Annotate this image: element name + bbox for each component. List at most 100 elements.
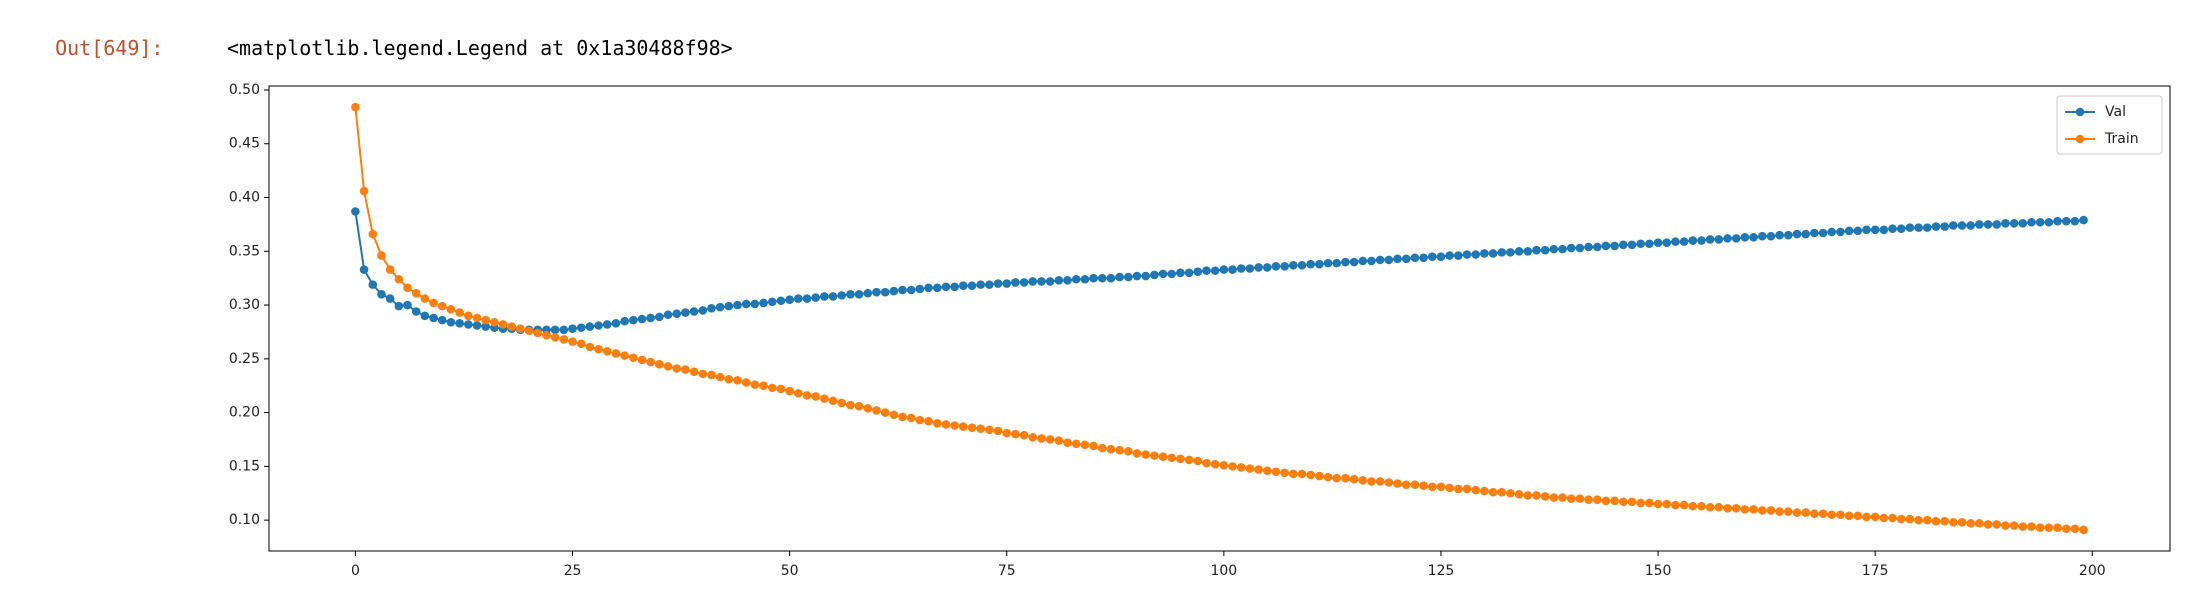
point	[2018, 219, 2028, 228]
point	[1410, 480, 1420, 489]
point	[472, 321, 482, 330]
point	[359, 186, 369, 196]
point	[1106, 273, 1116, 283]
point	[1575, 243, 1585, 253]
point	[550, 325, 560, 335]
point	[464, 320, 473, 329]
point	[1810, 509, 1819, 518]
point	[394, 301, 404, 311]
point	[837, 291, 847, 300]
point	[646, 357, 655, 367]
point	[959, 422, 968, 431]
point	[403, 300, 412, 310]
point	[559, 335, 569, 344]
point	[1540, 492, 1550, 501]
point	[411, 288, 421, 298]
point	[1853, 511, 1863, 521]
point	[1836, 510, 1845, 520]
point	[1836, 227, 1845, 237]
point	[828, 292, 838, 301]
point	[1705, 502, 1715, 512]
y-tick-label: 0.35	[229, 243, 260, 259]
point	[1306, 259, 1315, 269]
point	[1419, 253, 1428, 263]
point	[681, 308, 690, 317]
point	[1645, 239, 1654, 249]
point	[1940, 222, 1949, 231]
point	[1367, 256, 1376, 266]
point	[1219, 265, 1229, 274]
point	[1436, 252, 1446, 261]
point	[759, 298, 768, 308]
point	[1341, 257, 1350, 267]
point	[863, 403, 873, 413]
point	[1714, 502, 1724, 512]
point	[1358, 476, 1368, 485]
output-text: <matplotlib.legend.Legend at 0x1a30488f9…	[227, 36, 733, 60]
point	[1480, 486, 1489, 496]
point	[898, 412, 907, 422]
point	[1940, 516, 1949, 526]
point	[1949, 517, 1958, 527]
point	[941, 420, 951, 429]
point	[1766, 506, 1776, 515]
point	[1653, 499, 1663, 509]
point	[1957, 517, 1967, 527]
point	[377, 251, 386, 260]
point	[794, 294, 803, 303]
point	[1740, 505, 1750, 514]
point	[1471, 485, 1480, 495]
point	[385, 265, 395, 274]
point	[1375, 255, 1385, 265]
point	[2009, 219, 2019, 228]
point	[1158, 452, 1168, 461]
point	[1540, 245, 1550, 255]
point	[1679, 500, 1689, 510]
point	[1749, 505, 1758, 514]
point	[1697, 236, 1706, 245]
point	[724, 301, 734, 311]
point	[1627, 240, 1637, 250]
point	[932, 283, 942, 293]
point	[1028, 277, 1038, 286]
point	[2044, 217, 2054, 227]
point	[1097, 273, 1107, 283]
point	[1236, 463, 1246, 472]
point	[689, 307, 699, 316]
point	[1766, 231, 1776, 241]
point	[611, 319, 621, 328]
point	[1289, 469, 1298, 479]
point	[1671, 500, 1680, 510]
point	[1610, 496, 1619, 506]
point	[550, 333, 560, 342]
point	[1731, 504, 1741, 513]
point	[629, 353, 638, 363]
point	[602, 346, 612, 356]
point	[351, 102, 360, 112]
point	[1115, 445, 1124, 455]
point	[741, 378, 751, 387]
y-tick-label: 0.10	[229, 512, 260, 528]
point	[2053, 216, 2062, 226]
point	[368, 280, 378, 289]
point	[1879, 225, 1889, 235]
point	[481, 322, 490, 331]
point	[1731, 234, 1741, 243]
y-tick-label: 0.45	[229, 136, 260, 152]
legend-marker	[2075, 107, 2085, 117]
point	[707, 303, 716, 313]
point	[1549, 493, 1559, 502]
line	[354, 107, 2084, 531]
point	[1124, 272, 1133, 282]
point	[1176, 454, 1185, 464]
point	[507, 322, 517, 331]
legend-marker	[2075, 134, 2085, 144]
point	[1610, 241, 1619, 251]
point	[1862, 512, 1871, 522]
point	[802, 391, 812, 400]
point	[533, 328, 543, 338]
point	[863, 288, 873, 298]
point	[1011, 278, 1020, 287]
point	[1931, 222, 1941, 231]
